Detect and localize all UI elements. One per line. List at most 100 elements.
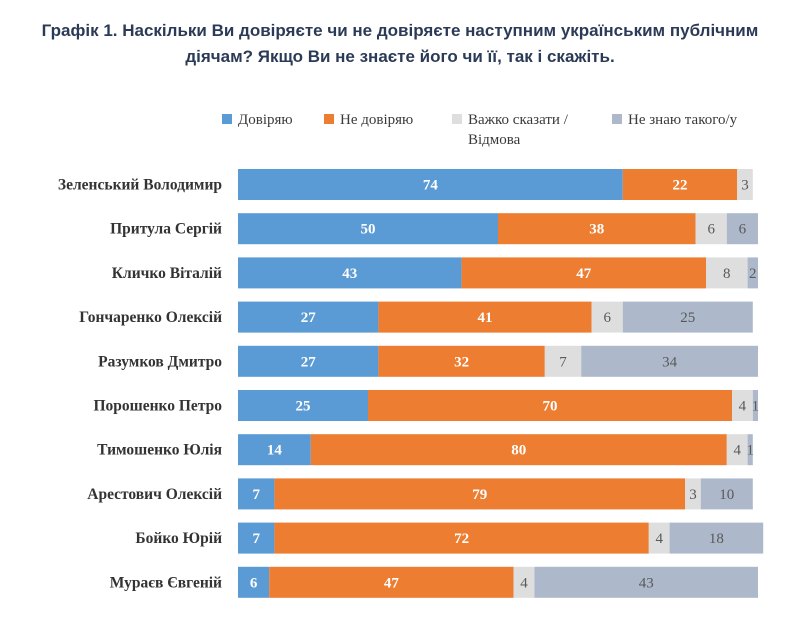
data-label-2-row-1: 22 [673, 178, 688, 194]
category-label-9: Бойко Юрій [135, 530, 222, 547]
data-label-3-row-2: 6 [707, 222, 715, 238]
data-label-3-row-4: 6 [603, 310, 611, 326]
data-label-3-row-3: 8 [723, 266, 731, 282]
data-label-1-row-5: 27 [301, 354, 317, 370]
bar-segment-2-row-10 [269, 566, 514, 598]
data-label-2-row-7: 80 [511, 443, 526, 459]
category-label-10: Мураєв Євгеній [110, 574, 222, 591]
bar-segment-2-row-1 [622, 169, 738, 200]
bar-segment-3-row-5 [544, 345, 582, 377]
data-label-2-row-10: 47 [384, 575, 400, 591]
bar-segment-3-row-6 [732, 390, 753, 421]
category-label-2: Притула Сергій [110, 221, 222, 238]
data-label-1-row-2: 50 [361, 222, 376, 238]
bar-segment-3-row-3 [706, 257, 748, 289]
bar-segment-4-row-9 [669, 522, 764, 554]
data-label-4-row-4: 25 [680, 310, 695, 326]
data-label-3-row-6: 4 [739, 399, 747, 415]
bar-row-5: Разумков Дмитро 27 32 7 34 [98, 345, 758, 377]
bar-segment-4-row-3 [747, 257, 758, 289]
bar-row-10: Мураєв Євгеній 6 47 4 43 [110, 566, 758, 598]
data-label-4-row-5: 34 [662, 354, 678, 370]
bar-segment-3-row-9 [648, 522, 670, 554]
chart-title-line-1: Графік 1. Наскільки Ви довіряєте чи не д… [41, 21, 759, 40]
bar-segment-1-row-1 [238, 169, 623, 200]
category-label-6: Порошенко Петро [93, 398, 222, 415]
legend-swatch-3 [452, 114, 462, 124]
bar-segment-3-row-1 [737, 169, 753, 200]
bar-segment-4-row-2 [726, 213, 758, 245]
bar-row-2: Притула Сергій 50 38 6 6 [110, 213, 758, 245]
bar-segment-2-row-3 [461, 257, 706, 289]
bar-segment-2-row-9 [274, 522, 649, 554]
bar-segment-4-row-10 [534, 566, 758, 598]
data-label-4-row-6: 1 [752, 399, 760, 415]
bar-segment-1-row-2 [238, 213, 498, 245]
data-label-2-row-4: 41 [478, 310, 493, 326]
bar-segment-3-row-8 [685, 478, 701, 510]
data-label-2-row-8: 79 [472, 487, 487, 503]
data-label-1-row-7: 14 [267, 443, 283, 459]
data-label-1-row-8: 7 [252, 487, 260, 503]
category-label-1: Зеленський Володимир [58, 177, 222, 194]
category-label-4: Гончаренко Олексій [79, 309, 222, 326]
data-label-1-row-3: 43 [342, 266, 357, 282]
bar-segment-4-row-5 [581, 345, 758, 377]
data-label-4-row-10: 43 [639, 575, 654, 591]
category-label-5: Разумков Дмитро [98, 353, 222, 370]
bar-segment-1-row-6 [238, 390, 368, 421]
data-label-1-row-9: 7 [252, 531, 260, 547]
data-label-3-row-1: 3 [741, 178, 749, 194]
legend-label-2: Не довіряю [340, 112, 413, 128]
data-label-2-row-5: 32 [454, 354, 469, 370]
legend: Довіряю Не довіряю Важко сказати / Відмова Н… [222, 112, 738, 148]
bar-area: Зеленський Володимир 7 4 22 3 Притула Сергій 5… [58, 169, 764, 598]
data-label-3-row-8: 3 [689, 487, 697, 503]
chart-title-line-2: діячам? Якщо Ви не знаєте його чи її, та… [185, 47, 615, 66]
data-label-2-row-9: 72 [454, 531, 469, 547]
bar-segment-1-row-8 [238, 478, 275, 510]
data-label-3-row-10: 4 [520, 575, 528, 591]
data-label-4-row-8: 10 [719, 487, 734, 503]
category-label-8: Арестович Олексій [87, 486, 222, 503]
bar-segment-1-row-9 [238, 522, 275, 554]
bar-segment-3-row-4 [591, 301, 623, 333]
data-label-3-row-9: 4 [655, 531, 663, 547]
data-label-4-row-2: 6 [739, 222, 747, 238]
bar-segment-2-row-5 [378, 345, 545, 377]
data-label-3-row-7: 4 [733, 443, 741, 459]
bar-segment-1-row-3 [238, 257, 462, 289]
legend-label-1: Довіряю [238, 112, 293, 128]
data-label-4-row-9: 18 [709, 531, 724, 547]
data-label-4-row-3: 2 [749, 266, 757, 282]
legend-swatch-2 [324, 114, 334, 124]
data-label-2-row-2: 38 [589, 222, 604, 238]
bar-segment-4-row-6 [752, 390, 758, 421]
bar-segment-2-row-6 [368, 390, 732, 421]
bar-row-8: Арестович Олексій 7 79 3 10 [87, 478, 753, 510]
data-label-3-row-5: 7 [559, 354, 567, 370]
bar-segment-2-row-2 [498, 213, 696, 245]
bar-segment-3-row-2 [695, 213, 727, 245]
bar-row-9: Бойко Юрій 7 72 4 18 [135, 522, 764, 554]
bar-row-6: Порошенко Петро 25 70 4 1 [93, 390, 759, 421]
data-label-4-row-7: 1 [746, 443, 754, 459]
legend-swatch-1 [222, 114, 232, 124]
bar-row-3: Кличко Віталій 43 47 8 2 [112, 257, 758, 289]
bar-segment-2-row-7 [310, 434, 727, 466]
bar-row-1: Зеленський Володимир 74 22 3 [58, 169, 753, 200]
bar-segment-1-row-7 [238, 434, 311, 466]
bar-segment-4-row-8 [700, 478, 753, 510]
chart-title: Графік 1. Наскільки Ви довіряєте чи не д… [20, 18, 780, 70]
legend-label-4: Не знаю такого/у [628, 112, 738, 128]
bar-segment-1-row-4 [238, 301, 379, 333]
bar-row-4: Гончаренко Олексій 27 41 6 25 [79, 301, 753, 333]
data-label-1-row-4: 27 [301, 310, 317, 326]
bar-segment-1-row-10 [238, 566, 270, 598]
bar-segment-2-row-8 [274, 478, 686, 510]
data-label-2-row-6: 70 [543, 399, 558, 415]
bar-segment-4-row-7 [747, 434, 753, 466]
bar-segment-3-row-7 [726, 434, 748, 466]
data-label-2-row-3: 47 [576, 266, 592, 282]
